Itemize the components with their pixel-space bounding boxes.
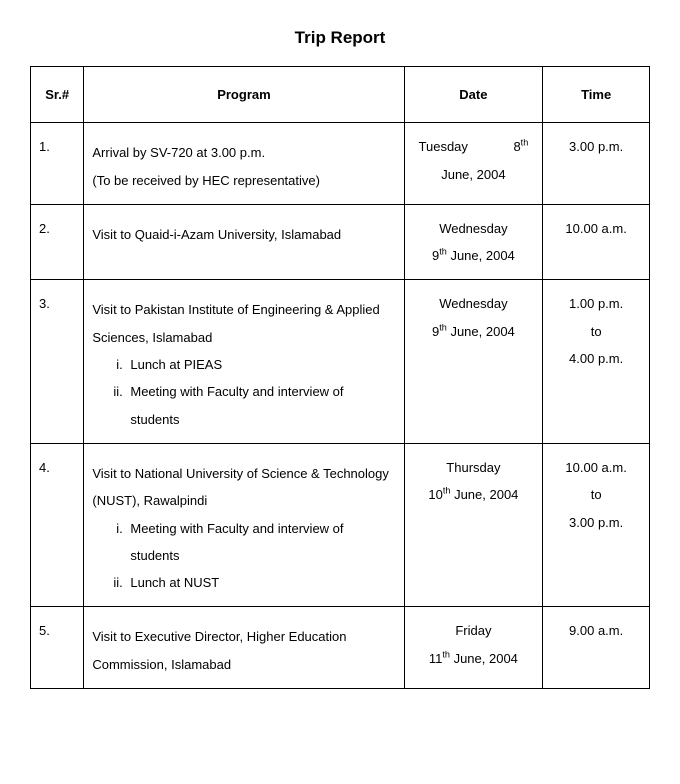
cell-sr: 4.	[31, 443, 84, 606]
cell-date: Wednesday9th June, 2004	[404, 204, 543, 280]
cell-time: 1.00 p.m.to4.00 p.m.	[543, 280, 650, 443]
cell-time: 10.00 a.m.to3.00 p.m.	[543, 443, 650, 606]
cell-date: Friday11th June, 2004	[404, 607, 543, 689]
cell-time: 3.00 p.m.	[543, 123, 650, 205]
cell-program: Visit to Quaid-i-Azam University, Islama…	[84, 204, 404, 280]
table-body: 1.Arrival by SV-720 at 3.00 p.m.(To be r…	[31, 123, 650, 689]
cell-program: Visit to Pakistan Institute of Engineeri…	[84, 280, 404, 443]
table-row: 2.Visit to Quaid-i-Azam University, Isla…	[31, 204, 650, 280]
page-title: Trip Report	[30, 28, 650, 48]
col-header-prog: Program	[84, 67, 404, 123]
col-header-time: Time	[543, 67, 650, 123]
col-header-date: Date	[404, 67, 543, 123]
table-row: 3.Visit to Pakistan Institute of Enginee…	[31, 280, 650, 443]
table-row: 4.Visit to National University of Scienc…	[31, 443, 650, 606]
cell-sr: 1.	[31, 123, 84, 205]
cell-time: 10.00 a.m.	[543, 204, 650, 280]
cell-date: Tuesday8thJune, 2004	[404, 123, 543, 205]
cell-program: Arrival by SV-720 at 3.00 p.m.(To be rec…	[84, 123, 404, 205]
cell-date: Wednesday9th June, 2004	[404, 280, 543, 443]
cell-program: Visit to National University of Science …	[84, 443, 404, 606]
table-header-row: Sr.# Program Date Time	[31, 67, 650, 123]
cell-sr: 5.	[31, 607, 84, 689]
col-header-sr: Sr.#	[31, 67, 84, 123]
trip-report-table: Sr.# Program Date Time 1.Arrival by SV-7…	[30, 66, 650, 689]
cell-program: Visit to Executive Director, Higher Educ…	[84, 607, 404, 689]
cell-time: 9.00 a.m.	[543, 607, 650, 689]
cell-sr: 2.	[31, 204, 84, 280]
cell-sr: 3.	[31, 280, 84, 443]
table-row: 1.Arrival by SV-720 at 3.00 p.m.(To be r…	[31, 123, 650, 205]
cell-date: Thursday10th June, 2004	[404, 443, 543, 606]
table-row: 5.Visit to Executive Director, Higher Ed…	[31, 607, 650, 689]
